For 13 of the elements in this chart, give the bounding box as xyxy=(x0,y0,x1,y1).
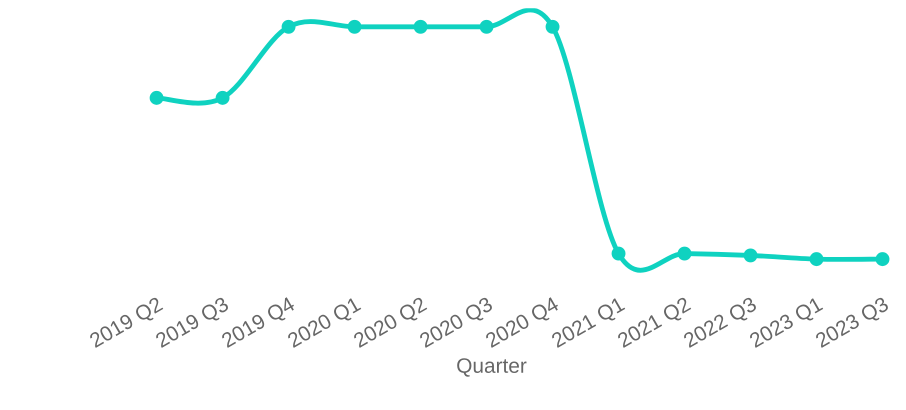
x-axis-title: Quarter xyxy=(457,358,526,377)
point xyxy=(546,20,560,34)
point xyxy=(876,252,890,266)
point xyxy=(744,248,758,262)
point xyxy=(282,20,296,34)
point xyxy=(612,246,626,260)
point xyxy=(810,252,824,266)
point xyxy=(414,20,428,34)
point xyxy=(678,246,692,260)
point xyxy=(348,20,362,34)
point xyxy=(480,20,494,34)
point xyxy=(216,90,230,105)
point xyxy=(150,90,164,105)
